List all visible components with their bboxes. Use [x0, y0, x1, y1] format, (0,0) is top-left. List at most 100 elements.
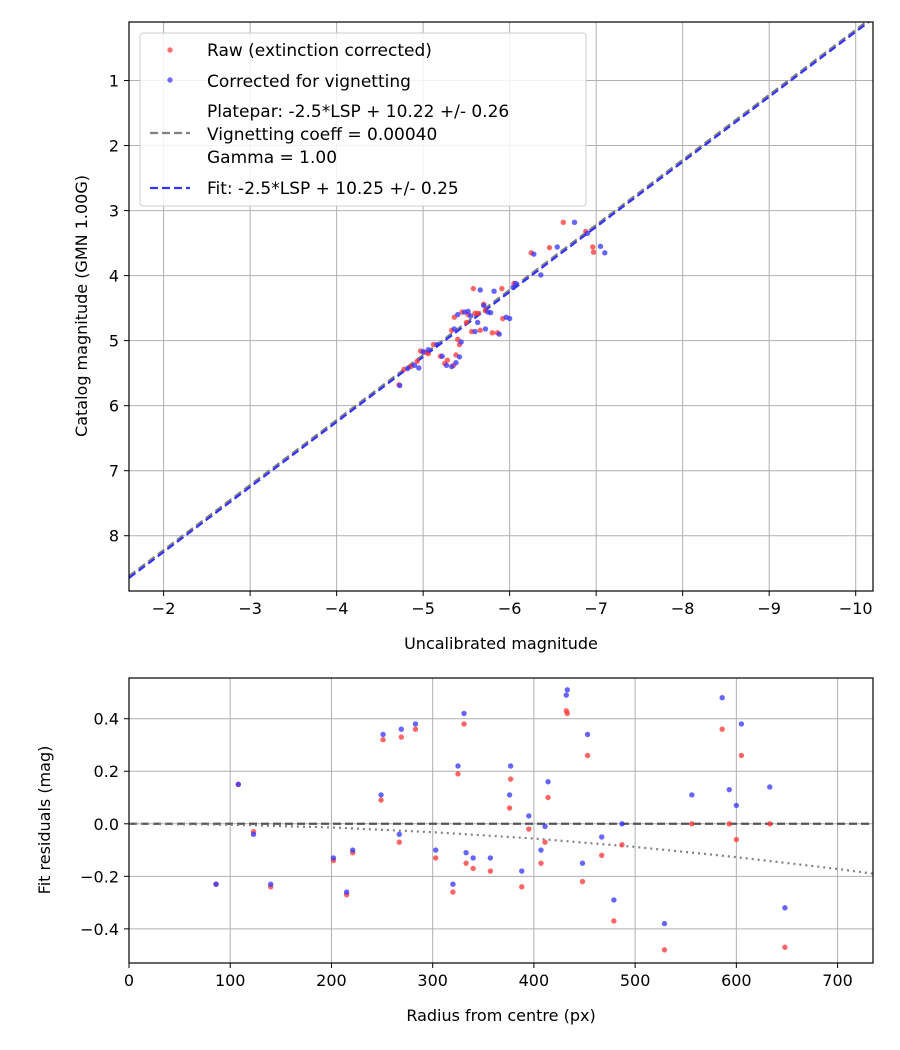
top-raw-point [546, 244, 553, 251]
bottom-raw-point [487, 868, 494, 874]
top-corrected-point [453, 360, 459, 366]
top-corrected-point [439, 353, 445, 359]
bottom-corrected-point [689, 792, 695, 798]
top-corrected-point [451, 326, 457, 332]
top-corrected-point [554, 244, 560, 250]
top-corrected-point [434, 341, 440, 348]
bottom-corrected-point [579, 860, 586, 866]
bottom-corrected-point [611, 897, 617, 903]
top-raw-point [489, 330, 496, 336]
top-plot-frame [128, 21, 874, 592]
top-corrected-point [472, 328, 478, 335]
bottom-y-tick-label: 0.4 [94, 710, 119, 729]
top-y-tick-label: 4 [109, 267, 119, 286]
bottom-raw-point [398, 734, 404, 740]
top-raw-point [444, 357, 451, 363]
bottom-plot-frame [128, 677, 874, 964]
bottom-corrected-point [564, 687, 570, 693]
bottom-corrected-point [487, 855, 494, 861]
top-y-tick-label: 3 [109, 202, 119, 221]
bottom-y-tick-label: −0.2 [80, 867, 119, 886]
top-corrected-point [465, 308, 471, 315]
bottom-corrected-point [470, 855, 476, 861]
bottom-corrected-point [450, 881, 456, 887]
top-raw-point [477, 327, 483, 333]
bottom-raw-point [579, 878, 586, 885]
bottom-raw-point [611, 918, 617, 924]
top-y-tick-label: 6 [109, 397, 119, 416]
top-corrected-point [485, 309, 491, 315]
bottom-raw-point [463, 860, 469, 866]
bottom-corrected-point [507, 763, 514, 769]
bottom-x-tick-label: 500 [620, 971, 651, 990]
bottom-x-tick-label: 700 [822, 971, 853, 990]
bottom-x-tick-label: 600 [721, 971, 752, 990]
top-corrected-point [474, 319, 481, 326]
top-raw-point [470, 285, 477, 292]
bottom-corrected-point [235, 781, 242, 788]
bottom-corrected-point [726, 786, 732, 793]
bottom-y-ticks: −0.4 −0.2 0.0 0.2 0.4 [80, 710, 129, 939]
top-x-tick-label: −10 [839, 599, 873, 618]
legend-marker-corrected [167, 77, 173, 83]
top-corrected-point [510, 284, 516, 291]
top-x-tick-label: −2 [152, 599, 176, 618]
bottom-corrected-point [380, 731, 386, 738]
top-corrected-point [425, 347, 432, 353]
top-corrected-point [513, 280, 519, 287]
bottom-raw-point [461, 721, 467, 727]
bottom-corrected-point [545, 779, 551, 785]
bottom-x-axis-label: Radius from centre (px) [406, 1006, 595, 1025]
top-corrected-point [538, 272, 544, 278]
bottom-corrected-point [738, 721, 745, 727]
residuals-chart: 0 100 200 300 400 500 600 700 −0.4 −0.2 0.0 0.2 0.4… [35, 677, 874, 1025]
legend-box [139, 32, 587, 207]
bottom-raw-point [507, 776, 514, 782]
bottom-x-ticks: 0 100 200 300 400 500 600 700 [124, 963, 853, 990]
top-y-tick-label: 8 [109, 527, 119, 546]
top-corrected-point [491, 288, 497, 294]
bottom-grid [128, 678, 873, 963]
bottom-corrected-point [661, 920, 668, 927]
bottom-raw-point [538, 860, 544, 866]
bottom-corrected-point [412, 721, 419, 727]
bottom-raw-point [599, 852, 605, 858]
bottom-raw-point [738, 752, 745, 759]
top-raw-point [472, 310, 478, 317]
bottom-corrected-point [455, 763, 461, 769]
bottom-corrected-point [782, 905, 788, 911]
legend: Raw (extinction corrected) Corrected for… [139, 32, 587, 207]
magnitude-chart: −2 −3 −4 −5 −6 −7 −8 −9 −10 1 2 3 4 5 6 7 8 Uncalibrate… [72, 21, 874, 653]
top-x-axis-label: Uncalibrated magnitude [404, 634, 598, 653]
legend-marker-raw [167, 47, 173, 53]
bottom-raw-point [455, 771, 461, 777]
top-corrected-point [481, 302, 487, 309]
top-corrected-point [458, 339, 464, 345]
bottom-raw-point [545, 794, 551, 801]
bottom-corrected-point [563, 692, 569, 698]
bottom-corrected-point [519, 868, 525, 874]
bottom-y-axis-label: Fit residuals (mag) [35, 746, 54, 895]
bottom-corrected-point [350, 847, 356, 853]
bottom-raw-point [396, 839, 402, 845]
bottom-x-tick-label: 400 [519, 971, 550, 990]
bottom-corrected-point [268, 881, 274, 887]
bottom-corrected-point [767, 784, 773, 790]
top-corrected-point [443, 362, 450, 369]
bottom-raw-point [542, 839, 548, 845]
bottom-corrected-point [719, 695, 725, 701]
top-corrected-point [397, 382, 403, 389]
legend-label-corrected: Corrected for vignetting [207, 72, 411, 92]
top-corrected-point [404, 365, 411, 372]
top-corrected-point [455, 311, 461, 318]
bottom-corrected-point [433, 847, 439, 853]
top-corrected-point [420, 348, 426, 355]
bottom-y-tick-label: −0.4 [80, 920, 119, 939]
top-corrected-point [416, 365, 422, 371]
bottom-raw-point [661, 947, 668, 953]
bottom-corrected-point [378, 792, 384, 798]
top-raw-point [560, 219, 566, 225]
top-y-tick-label: 7 [109, 462, 119, 481]
bottom-raw-point [767, 821, 773, 827]
bottom-corrected-point [343, 889, 350, 895]
